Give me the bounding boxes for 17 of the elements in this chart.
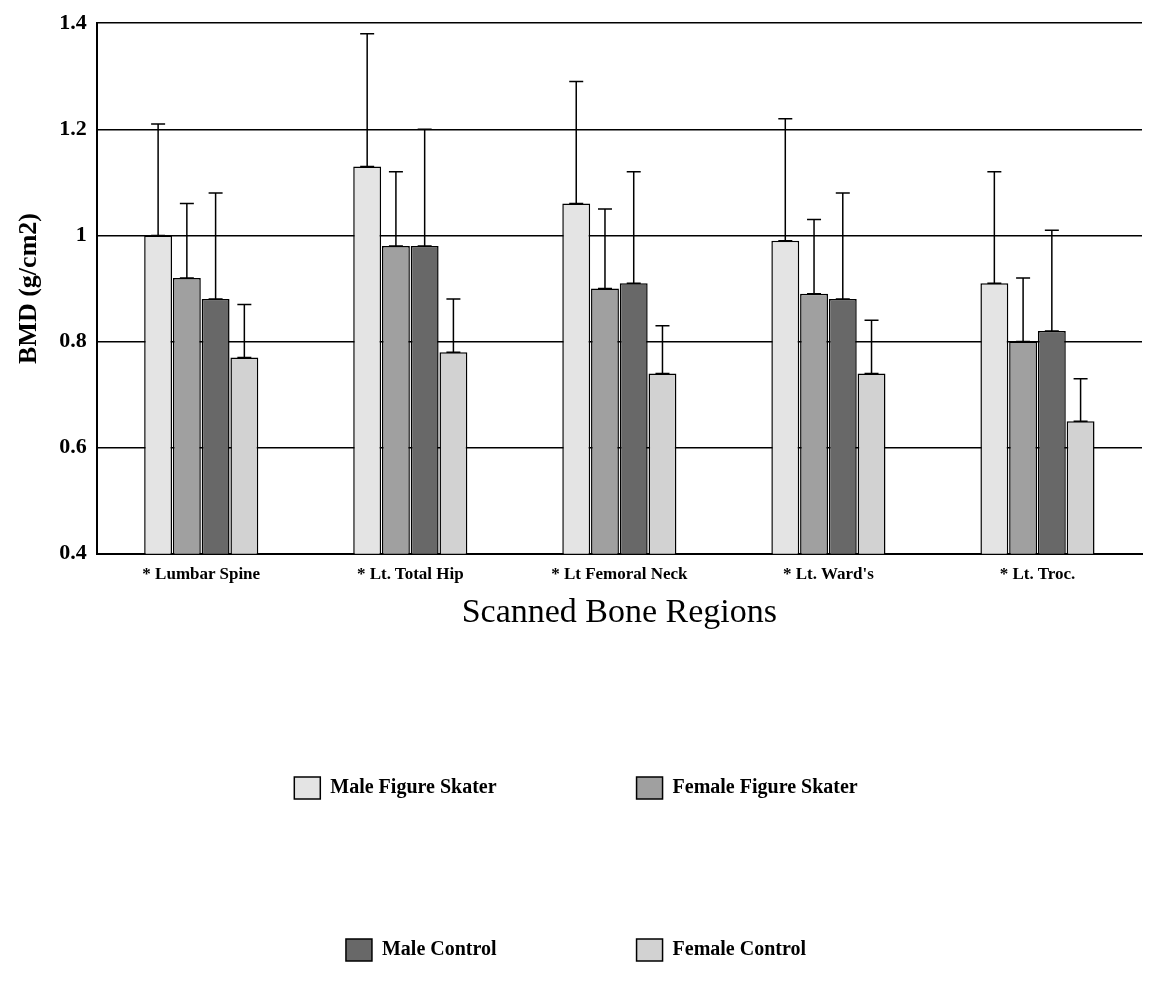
y-tick-label: 1.4 [59,8,87,34]
legend-label: Male Control [381,937,497,960]
y-tick-label: 1 [75,221,87,247]
y-tick-label: 1.2 [59,115,87,141]
x-tick-label: * Lt Femoral Neck [551,564,689,584]
y-tick-label: 0.6 [59,433,87,459]
legend-label: Female Control [672,937,807,960]
legend-label: Female Figure Skater [672,775,858,799]
x-tick-label: * Lt. Ward's [782,564,875,584]
x-tick-label: * Lt. Troc. [999,564,1076,584]
y-tick-label: 0.4 [59,539,87,565]
legend-label: Male Figure Skater [330,775,497,799]
y-axis-title: BMD (g/cm2) [13,213,43,364]
x-axis-title: Scanned Bone Regions [461,591,778,629]
y-tick-label: 0.8 [59,327,87,353]
x-tick-label: * Lumbar Spine [142,564,261,584]
x-tick-label: * Lt. Total Hip [356,564,464,584]
